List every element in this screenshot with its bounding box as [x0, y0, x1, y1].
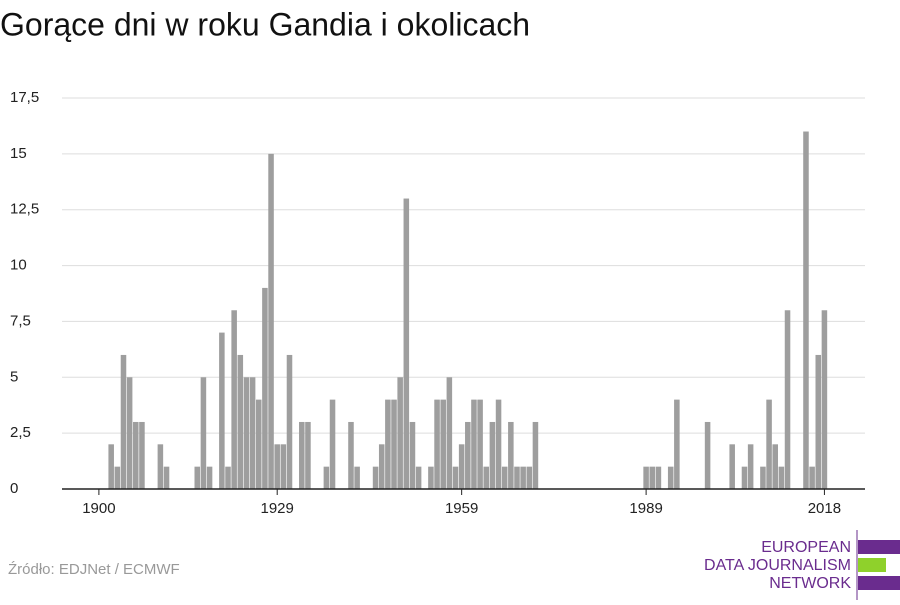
- bar: [440, 399, 446, 489]
- bar: [815, 354, 822, 489]
- bar: [514, 466, 520, 489]
- y-tick-label: 0: [10, 480, 18, 497]
- bar: [428, 466, 434, 489]
- bar: [237, 354, 244, 489]
- bar: [772, 444, 778, 489]
- bar: [163, 466, 170, 489]
- bar: [747, 444, 754, 489]
- logo-bar: [858, 576, 900, 590]
- bar: [471, 399, 477, 489]
- bar: [483, 466, 490, 489]
- bar: [354, 466, 360, 489]
- bar: [495, 399, 502, 489]
- bar: [760, 466, 766, 489]
- bar: [133, 421, 139, 489]
- bar: [821, 310, 828, 489]
- bar: [741, 466, 748, 489]
- bar: [231, 310, 237, 489]
- bar: [323, 466, 330, 489]
- bar: [299, 421, 305, 489]
- bar: [520, 466, 526, 489]
- bar: [809, 466, 815, 489]
- bar: [157, 444, 164, 489]
- bar: [649, 466, 656, 489]
- bar: [194, 466, 201, 489]
- x-tick-label: 2018: [808, 500, 841, 517]
- bar: [778, 466, 785, 489]
- logo-bar: [858, 540, 900, 554]
- bar: [219, 332, 225, 489]
- bar: [206, 466, 213, 489]
- bar: [120, 354, 127, 489]
- y-tick-label: 2,5: [10, 424, 31, 441]
- bar: [274, 444, 280, 489]
- bar: [465, 421, 471, 489]
- bar: [766, 399, 772, 489]
- x-tick-label: 1959: [445, 500, 478, 517]
- logo-text: NETWORK: [769, 575, 851, 592]
- bar: [108, 444, 114, 489]
- bar: [674, 399, 680, 489]
- bar: [329, 399, 336, 489]
- y-tick-label: 17,5: [10, 89, 39, 106]
- y-tick-label: 12,5: [10, 201, 39, 218]
- bar: [446, 377, 453, 489]
- x-tick-label: 1989: [629, 500, 662, 517]
- bar: [139, 421, 145, 489]
- bar: [397, 377, 403, 489]
- bar: [704, 421, 711, 489]
- bar: [262, 287, 268, 489]
- bar: [114, 466, 121, 489]
- bar: [378, 444, 385, 489]
- logo-text: DATA JOURNALISM: [704, 557, 851, 574]
- bar: [477, 399, 483, 489]
- x-tick-label: 1900: [82, 500, 115, 517]
- bar: [489, 421, 496, 489]
- bar: [526, 466, 533, 489]
- bar: [249, 377, 256, 489]
- bar: [348, 421, 354, 489]
- bar: [729, 444, 735, 489]
- bar: [667, 466, 674, 489]
- bar: [458, 444, 465, 489]
- y-tick-label: 15: [10, 145, 27, 162]
- bar: [409, 421, 416, 489]
- bar: [305, 421, 311, 489]
- chart-title: Gorące dni w roku Gandia i okolicach: [0, 6, 530, 42]
- bar: [403, 198, 410, 490]
- bar: [784, 310, 791, 489]
- bar: [532, 421, 539, 489]
- bar: [280, 444, 287, 489]
- bar: [501, 466, 508, 489]
- logo-bar: [858, 558, 886, 572]
- bar: [200, 377, 207, 489]
- bar: [643, 466, 649, 489]
- bar: [126, 377, 133, 489]
- bar: [452, 466, 459, 489]
- source: Źródło: EDJNet / ECMWF: [8, 561, 180, 578]
- logo-text: EUROPEAN: [761, 539, 851, 556]
- bar: [415, 466, 422, 489]
- bar: [372, 466, 379, 489]
- bar: [508, 421, 514, 489]
- bar: [225, 466, 231, 489]
- y-tick-label: 10: [10, 257, 27, 274]
- y-tick-label: 5: [10, 368, 18, 385]
- bar: [255, 399, 262, 489]
- bar: [385, 399, 391, 489]
- x-tick-label: 1929: [261, 500, 294, 517]
- bar: [803, 131, 809, 489]
- bar: [434, 399, 440, 489]
- bar: [655, 466, 662, 489]
- bar: [243, 377, 250, 489]
- bar: [268, 153, 274, 489]
- y-tick-label: 7,5: [10, 312, 31, 329]
- bar: [391, 399, 397, 489]
- bar: [286, 354, 293, 489]
